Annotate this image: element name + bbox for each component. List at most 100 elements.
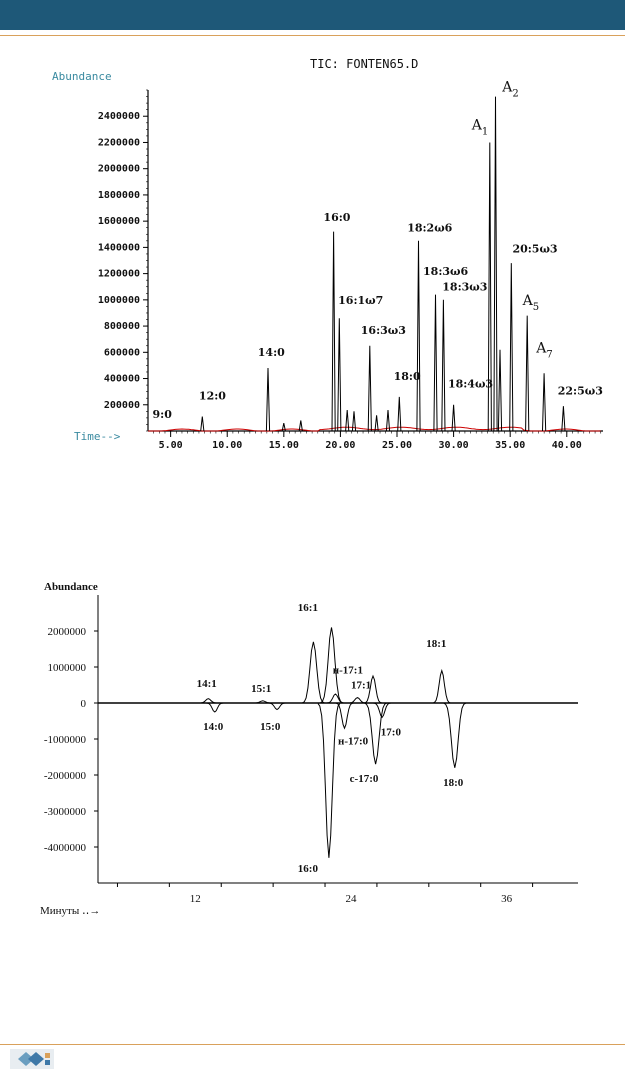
chart2-y-tick-label: 2000000 [48, 626, 87, 638]
header-bar [0, 0, 625, 30]
chart1-peak-label: 18:3ω3 [442, 281, 487, 294]
chart1-xlabel: Time--> [74, 430, 121, 443]
chart1-peak-label: 9:0 [153, 408, 173, 421]
chart1-peak [487, 142, 492, 432]
chart1-peak [345, 409, 350, 432]
chart1-peak [265, 367, 271, 432]
chart1-peak-label-a-sub: 2 [512, 88, 518, 99]
chart2-peak-label: 17:1 [351, 680, 371, 692]
chart1-peak [416, 240, 421, 432]
chart1-peak-label-a-sub: 5 [533, 302, 539, 313]
chart1-x-tick-label: 40.00 [552, 440, 582, 451]
chart1-y-tick-label: 1800000 [98, 190, 140, 201]
chart1-peak [509, 263, 514, 432]
chart1-peak-label-a: A2 [501, 79, 519, 99]
chart1-peak-label-a: A5 [522, 293, 540, 313]
chart2-peak [268, 702, 286, 711]
mirror-chromatogram-chart: Abundance 2000000 1000000 0 -1000000 -200000… [40, 581, 578, 917]
chart1-y-tick-label: 1200000 [98, 269, 140, 280]
chart1-peak-label: 20:5ω3 [512, 243, 557, 256]
chart2-peak [326, 693, 345, 704]
chart1-peak [385, 409, 391, 432]
chart1-x-tick-label: 20.00 [325, 440, 355, 451]
chart2-peak-label: н-17:1 [333, 664, 363, 676]
chart1-peak-label: 22:5ω3 [558, 384, 603, 397]
chart1-peak-label-a-sub: 7 [546, 349, 552, 360]
chart1-x-tick-label: 5.00 [159, 440, 183, 451]
chart2-peak [335, 702, 354, 730]
chart1-peak [561, 406, 566, 432]
chart2-peak [206, 702, 224, 713]
chart1-peak [367, 345, 372, 432]
chart1-y-tick-label: 400000 [104, 374, 140, 385]
chart1-peak-label: 18:3ω6 [423, 265, 468, 278]
chart1-peak [397, 396, 402, 432]
chart1-peak-label-a: A7 [535, 340, 553, 360]
chart1-peak [441, 299, 446, 432]
chart1-peak-label-a: A1 [471, 117, 489, 137]
chart2-y-tick-label: -3000000 [44, 806, 87, 818]
publisher-logo-icon [10, 1049, 54, 1069]
chart1-y-tick-label: 2000000 [98, 164, 140, 175]
chart1-y-tick-label: 1600000 [98, 216, 140, 227]
chart2-peak [348, 697, 367, 704]
chart2-peak [433, 668, 451, 704]
chart1-peak-label-a-sub: 1 [482, 126, 488, 137]
chart2-x-tick-label: 36 [501, 893, 513, 905]
chart2-ylabel: Abundance [44, 581, 98, 593]
chart1-y-tick-label: 1000000 [98, 295, 140, 306]
chart1-peak-label: 16:0 [323, 211, 350, 224]
chart1-peak-label: 18:0 [394, 370, 421, 383]
chart1-x-tick-label: 15.00 [269, 440, 299, 451]
chart1-peak [200, 416, 205, 432]
chart1-x-tick-label: 35.00 [495, 440, 525, 451]
chart1-title: TIC: FONTEN65.D [310, 57, 418, 71]
chart2-peak-label: 16:0 [298, 863, 319, 875]
chart1-peak [337, 318, 342, 432]
chart1-y-tick-label: 200000 [104, 400, 140, 411]
chart1-y-tick-label: 800000 [104, 321, 140, 332]
chart1-peak [525, 315, 530, 432]
chart1-peak [451, 404, 456, 432]
chart2-peak-label: 17:0 [381, 726, 402, 738]
chart2-x-tick-label: 24 [345, 893, 357, 905]
chart1-peak-label: 16:1ω7 [338, 294, 383, 307]
chart1-peak [497, 349, 503, 432]
chart2-peak [364, 674, 382, 704]
chart2-peak [254, 700, 272, 704]
chart1-peak [281, 423, 286, 432]
chart2-y-tick-label: -1000000 [44, 734, 87, 746]
chart1-y-tick-label: 2200000 [98, 137, 140, 148]
tic-chromatogram-chart: Abundance TIC: FONTEN65.D Time--> 200000… [52, 57, 603, 451]
chart2-peak [364, 702, 387, 765]
footer-rule [0, 1044, 625, 1045]
chart2-y-tick-label: 0 [81, 698, 87, 710]
chart2-peak-label: 16:1 [298, 602, 318, 614]
chart1-x-tick-label: 10.00 [212, 440, 242, 451]
chart1-y-tick-label: 1400000 [98, 242, 140, 253]
chart1-peak-label: 16:3ω3 [361, 324, 406, 337]
chart1-peak [331, 231, 336, 432]
chart2-peak-label: 15:0 [260, 721, 281, 733]
chart1-peak [433, 294, 438, 432]
chart2-peak [199, 698, 217, 704]
chart1-peak [493, 96, 498, 432]
chart1-peak [298, 420, 303, 432]
chart1-peak [374, 415, 379, 432]
chart2-peak [302, 641, 325, 704]
chart2-peak-label: с-17:0 [350, 773, 379, 785]
chart1-peak [542, 373, 547, 432]
chart2-xlabel: Минуты [40, 905, 80, 917]
chart1-peak-label: 18:4ω3 [448, 378, 493, 391]
chart2-peak [443, 702, 466, 768]
chart2-peak-label: 15:1 [251, 683, 271, 695]
chart2-xlabel-arrow: ‥→ [82, 905, 100, 917]
chart1-peak-label: 12:0 [199, 390, 226, 403]
chart2-peak-label: 18:0 [443, 777, 464, 789]
chart1-x-tick-label: 25.00 [382, 440, 412, 451]
chart2-y-tick-label: 1000000 [48, 662, 87, 674]
chart2-peak-label: 18:1 [426, 638, 446, 650]
header-rule [0, 35, 625, 36]
chart2-peak-label: 14:1 [197, 678, 217, 690]
chart2-peak [317, 703, 341, 858]
